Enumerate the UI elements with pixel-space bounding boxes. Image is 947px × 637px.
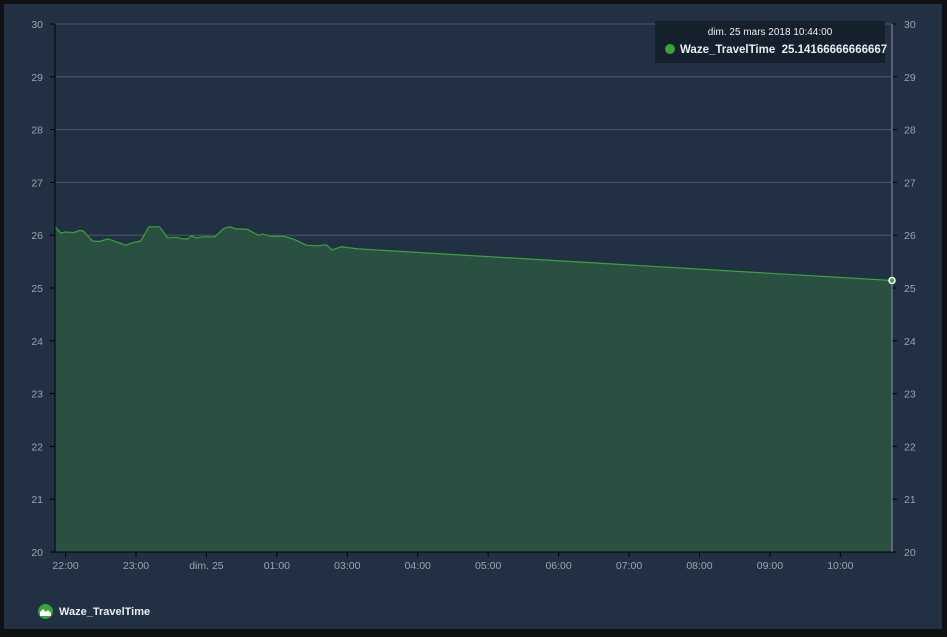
- y-tick-right: 20: [904, 547, 916, 559]
- legend-label: Waze_TravelTime: [59, 605, 151, 618]
- x-tick-label: 06:00: [545, 560, 571, 572]
- tooltip-time: dim. 25 mars 2018 10:44:00: [707, 27, 833, 38]
- x-tick-label: 10:00: [827, 560, 853, 572]
- y-tick-left: 23: [31, 389, 43, 401]
- y-tick-left: 30: [31, 19, 43, 31]
- y-tick-right: 23: [904, 389, 916, 401]
- y-tick-right: 24: [904, 336, 916, 348]
- y-tick-left: 20: [31, 547, 43, 559]
- area-series-icon: [38, 604, 53, 619]
- x-tick-label: 05:00: [475, 560, 501, 572]
- y-tick-left: 24: [31, 336, 43, 348]
- y-tick-left: 21: [31, 494, 43, 506]
- y-tick-right: 29: [904, 72, 916, 84]
- chart-panel: 20 20 21 21 22 22 23 23 24 24 25 25 26 26 27 27 28 28 29 29…: [4, 4, 942, 629]
- y-tick-right: 22: [904, 441, 916, 453]
- x-tick-label: 04:00: [405, 560, 431, 572]
- tooltip-series: Waze_TravelTime: [680, 44, 776, 56]
- x-tick-label: 01:00: [264, 560, 290, 572]
- tooltip: dim. 25 mars 2018 10:44:00 Waze_TravelTi…: [655, 21, 887, 63]
- legend-item[interactable]: Waze_TravelTime: [38, 604, 150, 619]
- x-tick-label: 03:00: [334, 560, 360, 572]
- tooltip-value: 25.14166666666667: [781, 44, 888, 56]
- tooltip-row: Waze_TravelTime 25.14166666666667: [665, 44, 887, 56]
- y-tick-right: 25: [904, 283, 916, 295]
- y-tick-right: 30: [904, 19, 916, 31]
- y-tick-left: 26: [31, 230, 43, 242]
- y-tick-right: 27: [904, 177, 916, 189]
- x-tick-label: 23:00: [123, 560, 149, 572]
- series-dot-icon: [665, 44, 675, 54]
- y-tick-left: 22: [31, 441, 43, 453]
- series-area: [55, 226, 892, 553]
- x-tick-label: dim. 25: [189, 560, 224, 572]
- x-tick-label: 07:00: [616, 560, 642, 572]
- x-tick-label: 09:00: [757, 560, 783, 572]
- hover-point: [888, 276, 896, 285]
- y-tick-right: 28: [904, 125, 916, 137]
- area-chart[interactable]: 20 20 21 21 22 22 23 23 24 24 25 25 26 26 27 27 28 28 29 29…: [4, 4, 942, 629]
- y-tick-left: 27: [31, 177, 43, 189]
- series-line: [54, 226, 893, 282]
- y-tick-right: 21: [904, 494, 916, 506]
- x-tick-label: 08:00: [686, 560, 712, 572]
- y-tick-left: 25: [31, 283, 43, 295]
- y-tick-left: 28: [31, 125, 43, 137]
- x-tick-label: 22:00: [52, 560, 78, 572]
- y-tick-right: 26: [904, 230, 916, 242]
- y-tick-left: 29: [31, 72, 43, 84]
